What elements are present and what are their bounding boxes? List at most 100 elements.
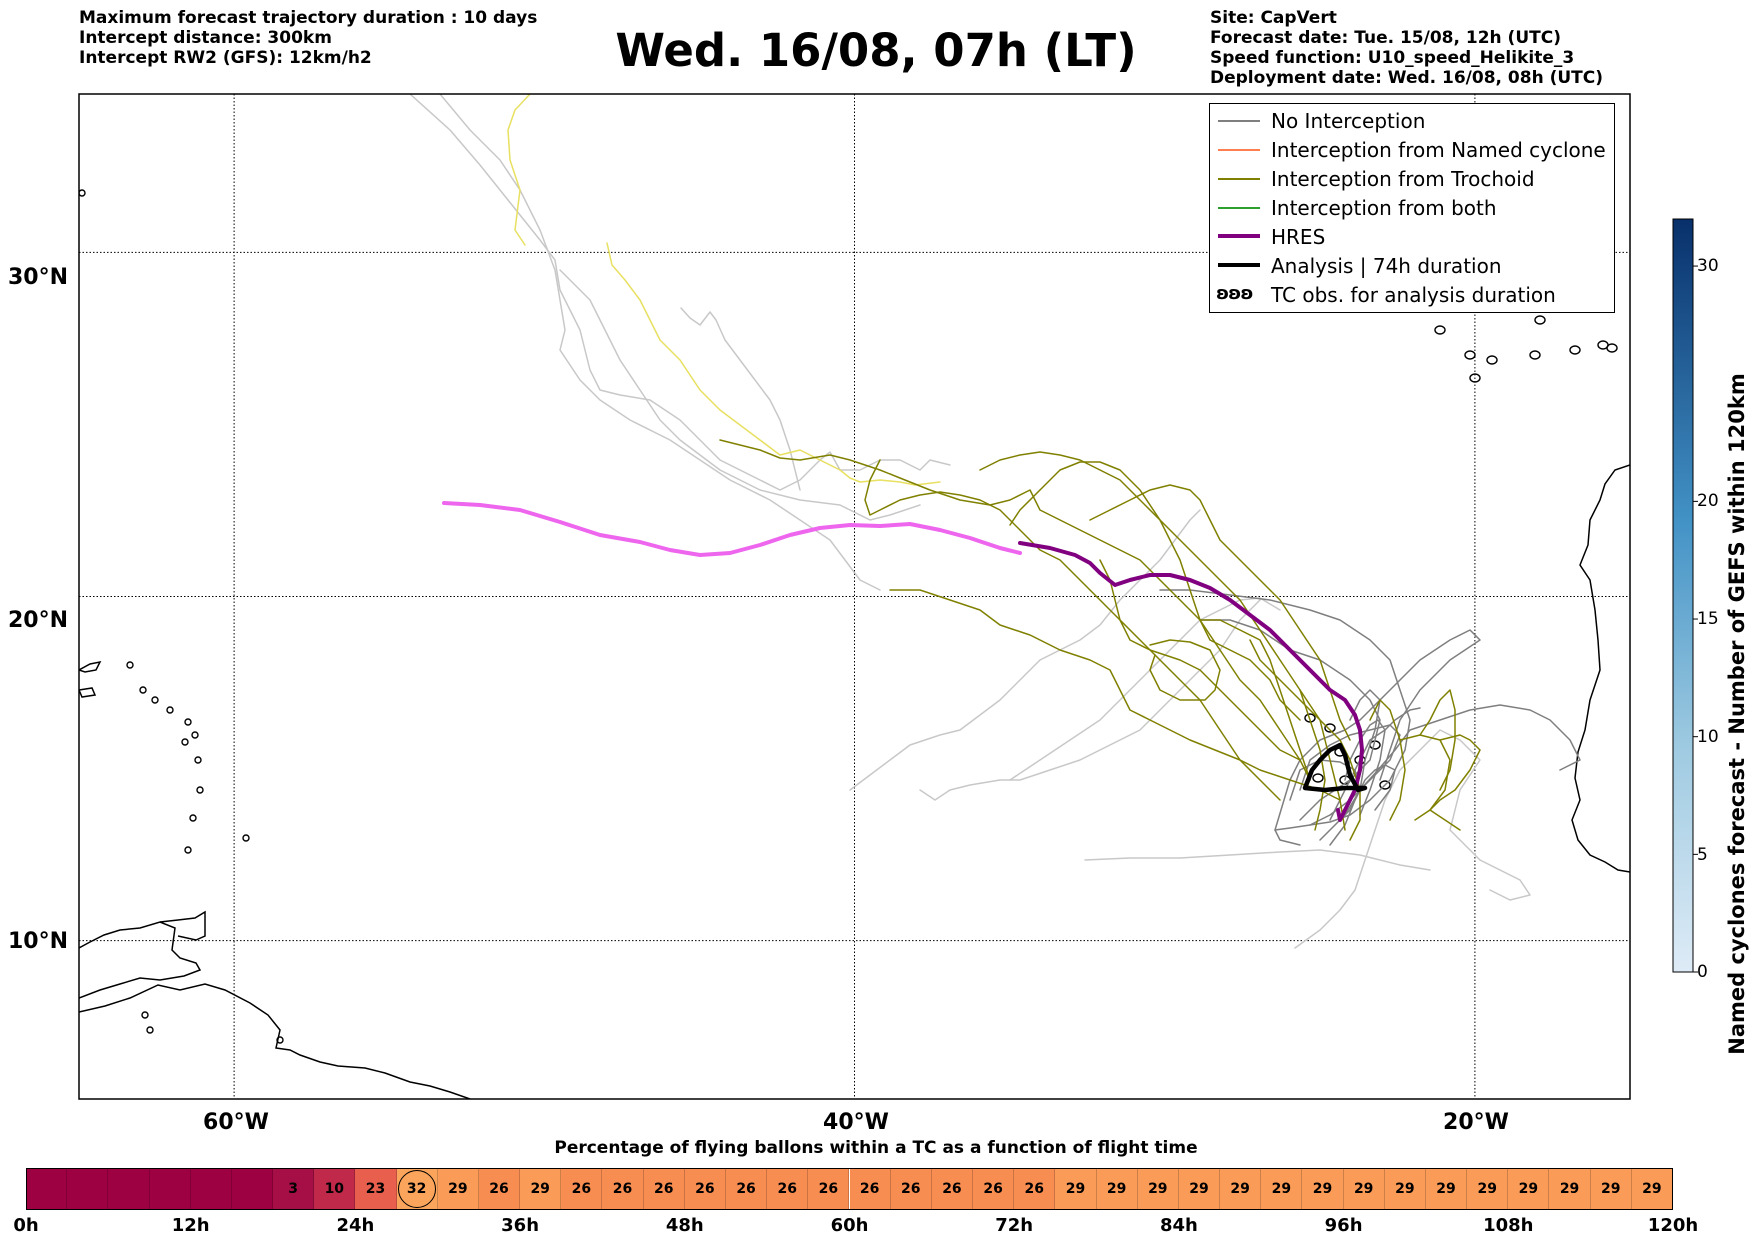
- island: [1529, 350, 1541, 360]
- island: [196, 786, 204, 794]
- colorbar-tick-30: 30: [1697, 256, 1719, 276]
- coastline: [159, 910, 206, 941]
- timeline-cell: [190, 1168, 232, 1210]
- timeline-cell: [149, 1168, 191, 1210]
- intercept-distance-text: Intercept distance: 300km: [79, 28, 332, 48]
- timeline-cell: [67, 1168, 109, 1210]
- island: [181, 738, 189, 746]
- trajectory-analysis[interactable]: [1302, 742, 1368, 793]
- timeline-cell: 23: [355, 1168, 397, 1210]
- trajectory-no-interception[interactable]: [1274, 629, 1481, 831]
- lat-tick-30n: 30°N: [8, 265, 69, 290]
- intercept-rw2-text: Intercept RW2 (GFS): 12km/h2: [79, 48, 372, 68]
- trajectory-trochoid[interactable]: [1249, 639, 1361, 841]
- trajectory-light[interactable]: [849, 509, 1201, 791]
- trajectory-light[interactable]: [439, 94, 881, 591]
- trajectory-no-interception[interactable]: [1329, 764, 1396, 846]
- island: [1534, 315, 1546, 325]
- timeline-cell: 26: [973, 1168, 1015, 1210]
- timeline-cell: 29: [1096, 1168, 1138, 1210]
- timeline-hour-label: 96h: [1324, 1215, 1363, 1236]
- timeline-hour-label: 84h: [1159, 1215, 1198, 1236]
- island: [1486, 355, 1498, 365]
- timeline-cell: 29: [1467, 1168, 1509, 1210]
- legend-swatch: [1218, 178, 1260, 180]
- colorbar-tick-10: 10: [1697, 727, 1719, 747]
- timeline-cell: 10: [314, 1168, 356, 1210]
- legend-swatch: [1218, 263, 1260, 267]
- trajectory-trochoid[interactable]: [1429, 734, 1481, 831]
- trajectory-trochoid[interactable]: [1299, 689, 1326, 831]
- timeline-hour-label: 48h: [665, 1215, 704, 1236]
- timeline-cell: 3: [273, 1168, 315, 1210]
- island: [166, 706, 174, 714]
- island: [79, 189, 86, 197]
- lon-tick-60w: 60°W: [203, 1110, 269, 1135]
- timeline-cell: 26: [767, 1168, 809, 1210]
- timeline-cell: 29: [520, 1168, 562, 1210]
- trajectory-no-interception[interactable]: [1159, 589, 1411, 846]
- colorbar-tick-5: 5: [1697, 845, 1708, 865]
- trajectory-no-interception[interactable]: [1344, 719, 1386, 816]
- trajectory-trochoid[interactable]: [719, 439, 1311, 781]
- trajectory-light[interactable]: [1294, 729, 1531, 949]
- trajectory-trochoid[interactable]: [1199, 619, 1311, 781]
- island: [1464, 350, 1476, 360]
- trajectory-trochoid[interactable]: [1099, 559, 1301, 761]
- island: [1312, 773, 1324, 783]
- island: [146, 1026, 154, 1034]
- speed-function-text: Speed function: U10_speed_Helikite_3: [1210, 48, 1575, 68]
- colorbar-ticks: [1693, 265, 1698, 973]
- trajectory-trochoid[interactable]: [1089, 484, 1351, 741]
- timeline-cell: 26: [478, 1168, 521, 1210]
- trajectory-light[interactable]: [1084, 849, 1431, 871]
- trajectory-hres[interactable]: [442, 501, 1364, 822]
- lat-tick-10n: 10°N: [8, 929, 69, 954]
- timeline-cell: 26: [849, 1168, 891, 1210]
- timeline-current-marker: [397, 1170, 436, 1208]
- timeline-cell: 29: [1302, 1168, 1344, 1210]
- island: [1469, 373, 1481, 383]
- lon-tick-40w: 40°W: [823, 1110, 889, 1135]
- island: [126, 661, 134, 669]
- legend-label: Interception from both: [1271, 196, 1497, 220]
- colorbar-tick-20: 20: [1697, 491, 1719, 511]
- trajectory-light[interactable]: [507, 94, 531, 246]
- trajectory-hres[interactable]: [1018, 541, 1364, 822]
- island: [141, 1011, 149, 1019]
- header-right-info: Site: CapVert Forecast date: Tue. 15/08,…: [1210, 8, 1603, 88]
- trajectory-no-interception[interactable]: [1199, 619, 1381, 821]
- coastlines: [79, 189, 1630, 1099]
- coastline: [79, 660, 102, 673]
- trajectory-light[interactable]: [409, 94, 951, 491]
- lat-tick-20n: 20°N: [8, 608, 69, 633]
- island: [1606, 343, 1618, 353]
- page-title: Wed. 16/08, 07h (LT): [615, 24, 1137, 77]
- trajectory-light[interactable]: [559, 269, 921, 521]
- island: [184, 718, 192, 726]
- trajectory-light[interactable]: [680, 307, 801, 491]
- trajectories-trochoid[interactable]: [719, 439, 1481, 841]
- trajectory-trochoid[interactable]: [1149, 639, 1221, 701]
- timeline-cell: 29: [1631, 1168, 1673, 1210]
- trajectory-light[interactable]: [919, 599, 1261, 801]
- forecast-date-text: Forecast date: Tue. 15/08, 12h (UTC): [1210, 28, 1561, 48]
- timeline-hour-label: 36h: [501, 1215, 540, 1236]
- trajectory-analysis[interactable]: [1302, 742, 1368, 793]
- island: [242, 834, 250, 842]
- trajectory-trochoid[interactable]: [889, 589, 1341, 801]
- trajectory-trochoid[interactable]: [1009, 461, 1346, 831]
- max-duration-text: Maximum forecast trajectory duration : 1…: [79, 8, 538, 28]
- legend-label: Analysis | 74h duration: [1271, 254, 1502, 278]
- island: [151, 696, 159, 704]
- trajectory-trochoid[interactable]: [1419, 689, 1456, 791]
- timeline-hour-label: 24h: [336, 1215, 375, 1236]
- timeline-cell: 26: [808, 1168, 850, 1210]
- trajectory-no-interception[interactable]: [1329, 707, 1421, 821]
- island: [1434, 325, 1446, 335]
- trajectory-hres-past[interactable]: [442, 501, 1022, 557]
- map-frame: [78, 93, 1631, 1100]
- timeline-cell: 32: [396, 1168, 438, 1210]
- trajectory-trochoid[interactable]: [979, 451, 1301, 721]
- coastline: [1571, 464, 1630, 873]
